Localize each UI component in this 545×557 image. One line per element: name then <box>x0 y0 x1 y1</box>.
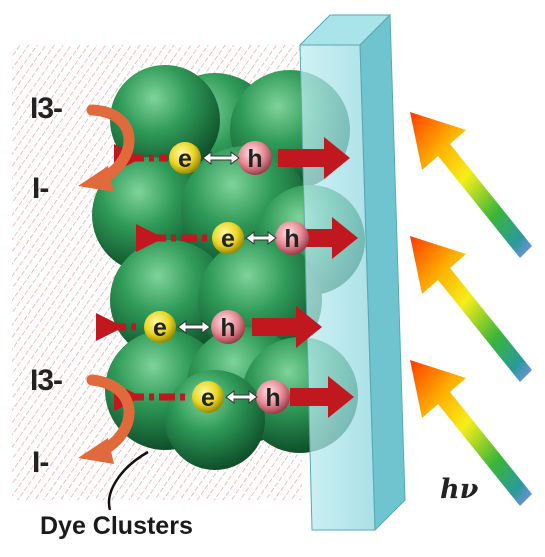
arrow-row-2 <box>136 217 358 259</box>
arrow-row-1 <box>114 137 350 179</box>
light-label: hν <box>440 474 479 505</box>
photon-arrows <box>410 112 532 506</box>
charge-arrows <box>96 137 358 418</box>
svg-text:h: h <box>247 145 262 173</box>
svg-text:e: e <box>201 384 215 412</box>
electron-hole-pairs: e h e h e h e h <box>144 141 309 414</box>
triiodide-label-top: I3- <box>30 92 63 125</box>
pair-3: e h <box>144 310 245 344</box>
double-arrow-icon <box>245 231 277 245</box>
redox-arrows <box>78 104 135 464</box>
photon-arrow-icon <box>410 112 532 258</box>
arrow-row-4 <box>114 376 354 418</box>
svg-text:h: h <box>284 225 299 253</box>
arrow-row-3 <box>96 306 322 348</box>
double-arrow-icon <box>225 390 258 404</box>
svg-text:h: h <box>265 384 280 412</box>
double-arrow-icon <box>202 151 240 165</box>
svg-text:e: e <box>153 314 167 342</box>
svg-text:e: e <box>221 225 235 253</box>
triiodide-label-bottom: I3- <box>30 364 63 397</box>
svg-text:h: h <box>220 314 235 342</box>
svg-text:e: e <box>178 145 192 173</box>
dye-clusters-caption: Dye Clusters <box>40 512 193 540</box>
photon-arrow-icon <box>410 236 532 382</box>
double-arrow-icon <box>177 320 211 334</box>
iodide-label-bottom: I- <box>32 446 49 479</box>
caption-leader <box>107 450 149 511</box>
glass-electrode <box>298 13 406 532</box>
iodide-label-top: I- <box>32 172 49 205</box>
pair-2: e h <box>212 221 309 255</box>
pair-4: e h <box>192 380 290 414</box>
photon-arrow-icon <box>410 360 532 506</box>
pair-1: e h <box>169 141 272 175</box>
